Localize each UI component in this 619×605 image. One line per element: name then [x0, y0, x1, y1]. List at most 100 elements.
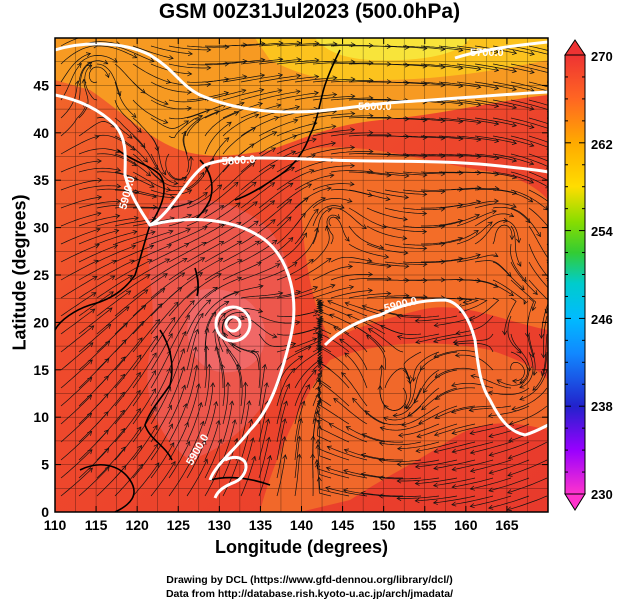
streamline-arrowhead [182, 403, 188, 409]
streamline [402, 243, 445, 246]
streamline [317, 362, 332, 389]
streamline [294, 187, 332, 209]
streamline [221, 364, 225, 407]
streamline-arrowhead [469, 430, 475, 436]
streamline [312, 44, 355, 47]
streamline [258, 437, 270, 479]
streamline [222, 89, 264, 101]
streamline [222, 220, 259, 245]
streamline-arrowhead [249, 437, 255, 443]
streamline-arrowhead [529, 352, 535, 358]
streamline [470, 375, 512, 389]
streamline-arrowhead [213, 400, 219, 407]
streamline [456, 117, 499, 125]
streamline [452, 477, 494, 488]
streamline [168, 192, 208, 209]
streamline [508, 441, 548, 459]
streamline-arrowhead [529, 124, 535, 129]
x-tick-label: 165 [495, 517, 519, 533]
streamline-arrowhead [186, 106, 192, 111]
colorbar-label-246: 246 [591, 312, 613, 327]
streamline [168, 115, 203, 138]
streamline-arrowhead [457, 219, 464, 224]
streamline-arrowhead [253, 220, 259, 226]
streamline [132, 63, 171, 83]
streamline [434, 423, 476, 436]
streamline-arrowhead [239, 101, 245, 107]
streamline-arrowhead [289, 166, 295, 172]
streamline-arrowhead [331, 124, 337, 130]
streamline-arrowhead [233, 181, 239, 187]
streamline [421, 387, 458, 411]
streamline [132, 153, 165, 183]
streamline-arrowhead [263, 382, 269, 388]
streamline [186, 287, 218, 317]
streamline [204, 401, 217, 443]
streamline-arrowhead [288, 236, 294, 242]
streamline-arrowhead [136, 407, 141, 414]
colorbar-bottom-arrow [564, 493, 586, 511]
streamline [312, 165, 355, 173]
streamline-arrowhead [281, 435, 287, 442]
streamline-arrowhead [133, 176, 139, 181]
streamline-arrowhead [385, 196, 391, 202]
streamline-arrowhead [458, 136, 464, 142]
streamline [348, 98, 392, 101]
streamline [240, 89, 282, 101]
orange-region-east [300, 147, 548, 340]
streamline [451, 405, 494, 413]
streamline [60, 342, 94, 371]
streamline [186, 103, 227, 119]
streamline-arrowhead [257, 101, 263, 107]
streamline-arrowhead [451, 430, 457, 435]
streamline [96, 171, 138, 181]
streamline [488, 477, 530, 492]
streamline [510, 81, 548, 92]
streamline [294, 43, 337, 47]
streamline [60, 308, 96, 335]
streamline-arrowhead [265, 418, 271, 424]
streamline [366, 225, 407, 239]
streamline [294, 174, 334, 191]
streamline-arrowhead [303, 197, 309, 203]
streamline-arrowhead [405, 404, 411, 410]
streamline-arrowhead [180, 272, 186, 278]
streamline [384, 117, 427, 121]
streamline [330, 289, 373, 299]
streamline-arrowhead [145, 171, 152, 177]
streamline-arrowhead [314, 459, 320, 465]
streamline-arrowhead [317, 360, 323, 366]
streamline [186, 63, 229, 66]
streamline [186, 440, 206, 479]
streamline [488, 405, 530, 417]
streamline-arrowhead [160, 288, 166, 293]
streamline [402, 63, 445, 68]
streamline [132, 303, 163, 335]
y-tick-label: 45 [33, 77, 49, 93]
x-tick-label: 145 [331, 517, 355, 533]
streamline-arrowhead [89, 325, 95, 331]
streamline [317, 419, 350, 443]
streamline-arrowhead [136, 371, 141, 378]
streamline-arrowhead [181, 330, 187, 337]
streamline-arrowhead [541, 353, 547, 359]
streamline-arrowhead [379, 426, 385, 432]
streamline-arrowhead [273, 115, 280, 121]
streamline-arrowhead [111, 259, 117, 265]
streamline [528, 117, 548, 125]
streamline-arrowhead [415, 339, 421, 345]
streamline-arrowhead [217, 438, 223, 444]
streamline [258, 42, 301, 47]
streamline [368, 328, 404, 353]
streamline-arrowhead [161, 170, 167, 176]
streamline [507, 495, 548, 511]
streamline-arrowhead [312, 286, 319, 291]
streamline [132, 230, 174, 245]
streamline [528, 63, 548, 70]
streamline [96, 290, 131, 317]
streamline [470, 423, 512, 434]
streamline-arrowhead [277, 72, 284, 78]
streamline-arrowhead [188, 155, 194, 161]
streamline [397, 477, 440, 482]
y-tick-labels: 0 5 10 15 20 25 30 35 40 45 [33, 77, 49, 520]
